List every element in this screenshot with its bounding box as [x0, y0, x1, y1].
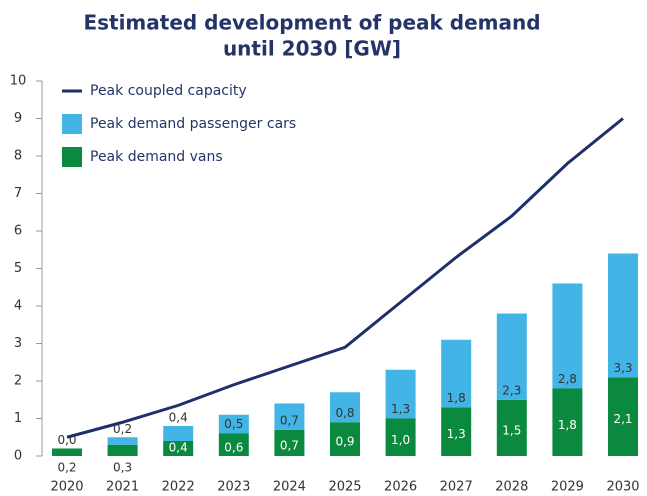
x-tick-label: 2024	[273, 480, 306, 495]
value-label: 1,8	[558, 418, 577, 432]
y-tick-label: 1	[14, 411, 22, 426]
y-tick-label: 8	[14, 149, 22, 164]
bar-segment	[274, 429, 305, 456]
bar-segment	[385, 418, 416, 456]
value-label: 1,8	[447, 391, 466, 405]
bar-segment	[608, 253, 638, 378]
bar-segment	[552, 388, 583, 456]
bar-segment	[441, 339, 472, 408]
x-tick-label: 2028	[495, 480, 528, 495]
bar-segment	[218, 433, 249, 456]
x-tick-label: 2023	[217, 480, 250, 495]
value-label: 1,5	[502, 423, 521, 437]
bar-segment	[107, 437, 138, 445]
legend-label: Peak demand vans	[90, 149, 223, 165]
bar-segment	[385, 369, 416, 419]
value-label: 0,7	[280, 413, 299, 427]
x-tick-label: 2027	[440, 480, 473, 495]
chart-title: Estimated development of peak demand	[83, 11, 540, 35]
bar-segment	[441, 407, 472, 456]
value-label: 2,1	[613, 412, 632, 426]
y-tick-label: 2	[14, 374, 22, 389]
y-tick-label: 5	[14, 261, 22, 276]
bar-segment	[107, 444, 138, 456]
x-tick-label: 2022	[162, 480, 195, 495]
value-label: 0,5	[224, 417, 243, 431]
line	[66, 117, 624, 439]
y-tick-label: 7	[14, 186, 22, 201]
x-tick-label: 2021	[106, 480, 139, 495]
y-tick-label: 3	[14, 336, 22, 351]
bar-segment	[218, 414, 249, 434]
value-label: 1,3	[447, 427, 466, 441]
legend-swatch	[62, 147, 82, 167]
bar-segment	[163, 426, 194, 441]
bar-segment	[163, 441, 194, 456]
value-label: 0,4	[169, 411, 188, 425]
legend-swatch	[62, 114, 82, 134]
value-label: 1,3	[391, 402, 410, 416]
y-tick-label: 4	[14, 299, 22, 314]
value-label: 2,3	[502, 383, 521, 397]
value-label: 0,2	[113, 422, 132, 436]
legend-label: Peak coupled capacity	[90, 83, 247, 99]
value-label: 0,8	[335, 406, 354, 420]
legend-label: Peak demand passenger cars	[90, 116, 296, 132]
value-label: 2,8	[558, 372, 577, 386]
value-label: 0,6	[224, 440, 243, 454]
bar-segment	[52, 448, 82, 456]
bar-segment	[608, 377, 638, 456]
bar-segment	[496, 313, 527, 400]
value-label: 0,7	[280, 438, 299, 452]
y-tick-label: 9	[14, 111, 22, 126]
chart-title: until 2030 [GW]	[223, 37, 401, 61]
value-label: 3,3	[613, 361, 632, 375]
y-tick-label: 10	[10, 74, 27, 89]
x-tick-label: 2030	[606, 480, 639, 495]
x-tick-label: 2026	[384, 480, 417, 495]
bar-segment	[330, 392, 360, 423]
bar-segment	[552, 283, 583, 389]
value-label: 1,0	[391, 433, 410, 447]
value-label: 0,3	[113, 461, 132, 475]
y-tick-label: 6	[14, 224, 22, 239]
y-tick-label: 0	[14, 449, 22, 464]
x-tick-label: 2029	[551, 480, 584, 495]
x-tick-label: 2020	[50, 480, 83, 495]
value-label: 0,9	[335, 435, 354, 449]
value-label: 0,4	[169, 441, 188, 455]
bar-segment	[330, 422, 360, 456]
bar-segment	[274, 403, 305, 430]
x-tick-label: 2025	[328, 480, 361, 495]
bar-segment	[496, 399, 527, 456]
value-label: 0,2	[57, 461, 76, 475]
